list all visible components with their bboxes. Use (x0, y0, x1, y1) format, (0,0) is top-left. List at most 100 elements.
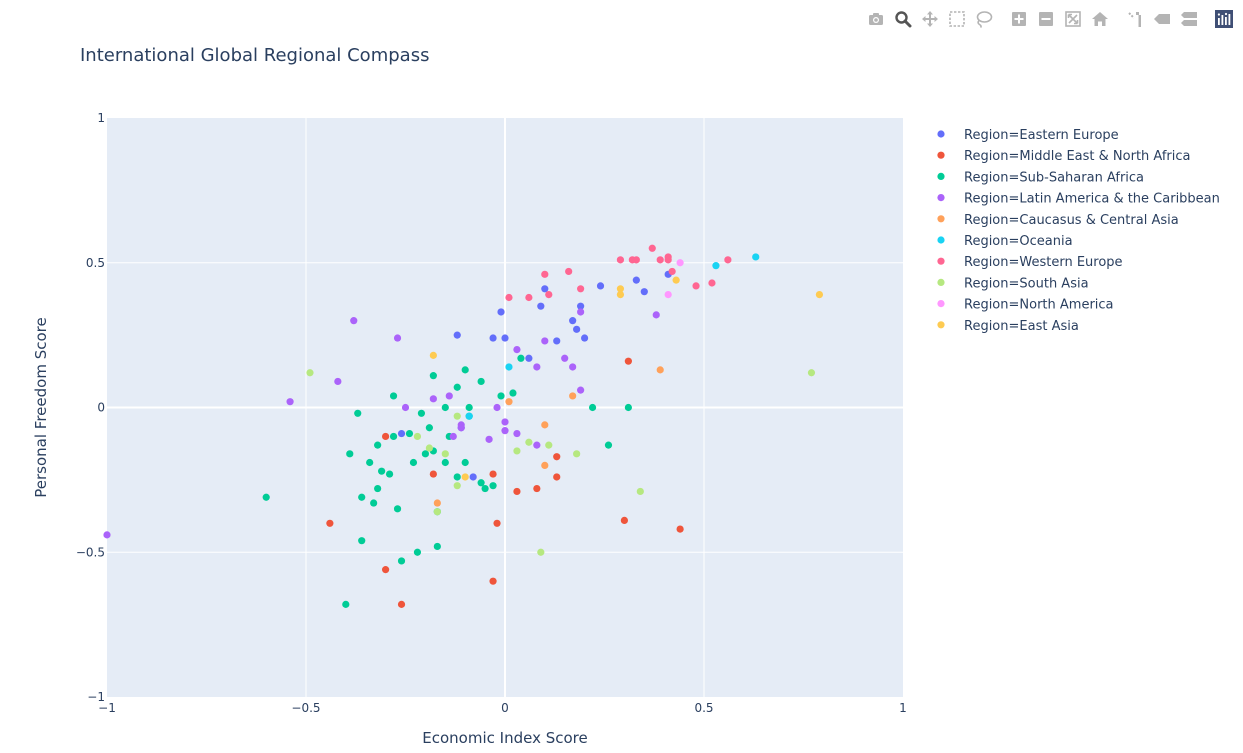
data-point[interactable] (616, 256, 625, 264)
legend-item[interactable]: Region=Oceania (937, 234, 1073, 249)
data-point[interactable] (393, 334, 402, 342)
data-point[interactable] (664, 253, 672, 261)
data-point[interactable] (553, 453, 561, 461)
data-point[interactable] (493, 519, 501, 527)
data-point[interactable] (397, 600, 406, 608)
data-point[interactable] (374, 484, 382, 493)
data-point[interactable] (342, 600, 350, 608)
data-point[interactable] (664, 290, 672, 299)
legend-item[interactable]: Region=Sub-Saharan Africa (937, 170, 1144, 185)
data-point[interactable] (346, 450, 354, 458)
data-point[interactable] (588, 403, 597, 412)
data-point[interactable] (752, 253, 760, 261)
data-point[interactable] (652, 311, 660, 319)
data-point[interactable] (461, 366, 469, 374)
data-point[interactable] (493, 403, 501, 412)
data-point[interactable] (445, 392, 453, 400)
data-point[interactable] (656, 366, 664, 374)
data-point[interactable] (429, 470, 437, 478)
data-point[interactable] (433, 499, 441, 507)
data-point[interactable] (616, 290, 625, 299)
data-point[interactable] (306, 369, 314, 377)
data-point[interactable] (457, 424, 465, 432)
zoom-in-button[interactable] (1005, 8, 1032, 30)
data-point[interactable] (676, 259, 684, 267)
data-point[interactable] (413, 432, 422, 441)
data-point[interactable] (624, 403, 632, 412)
legend-item[interactable]: Region=Middle East & North Africa (937, 149, 1191, 164)
data-point[interactable] (537, 302, 545, 310)
data-point[interactable] (389, 392, 398, 400)
data-point[interactable] (525, 293, 533, 302)
data-point[interactable] (620, 516, 629, 525)
data-point[interactable] (413, 548, 422, 556)
data-point[interactable] (577, 302, 585, 310)
data-point[interactable] (477, 377, 485, 386)
data-point[interactable] (501, 418, 509, 426)
data-point[interactable] (385, 470, 394, 478)
data-point[interactable] (453, 412, 461, 420)
data-point[interactable] (541, 421, 549, 429)
spike-lines-button[interactable] (1121, 8, 1148, 30)
data-point[interactable] (461, 473, 469, 481)
data-point[interactable] (545, 441, 553, 449)
data-point[interactable] (103, 531, 111, 539)
data-point[interactable] (517, 354, 525, 362)
data-point[interactable] (441, 450, 449, 458)
data-point[interactable] (350, 317, 358, 325)
data-point[interactable] (577, 285, 585, 293)
data-point[interactable] (501, 427, 509, 435)
pan-button[interactable] (916, 8, 943, 30)
data-point[interactable] (577, 386, 585, 394)
data-point[interactable] (724, 256, 732, 264)
data-point[interactable] (596, 282, 605, 290)
data-point[interactable] (676, 525, 684, 533)
data-point[interactable] (569, 317, 577, 325)
data-point[interactable] (441, 458, 449, 467)
data-point[interactable] (616, 285, 625, 293)
data-point[interactable] (489, 482, 497, 490)
data-point[interactable] (573, 450, 581, 458)
data-point[interactable] (692, 282, 700, 290)
data-point[interactable] (533, 363, 541, 371)
data-point[interactable] (433, 542, 441, 551)
zoom-button[interactable] (889, 8, 916, 30)
data-point[interactable] (441, 403, 449, 412)
data-point[interactable] (433, 508, 441, 516)
legend-item[interactable]: Region=Eastern Europe (937, 128, 1119, 143)
data-point[interactable] (405, 429, 414, 438)
data-point[interactable] (565, 267, 573, 276)
data-point[interactable] (505, 293, 513, 302)
data-point[interactable] (553, 337, 561, 345)
data-point[interactable] (533, 441, 541, 449)
data-point[interactable] (541, 337, 549, 345)
data-point[interactable] (429, 351, 437, 359)
plotly-logo-button[interactable] (1210, 8, 1237, 30)
data-point[interactable] (672, 276, 680, 284)
data-point[interactable] (461, 458, 469, 467)
data-point[interactable] (541, 270, 549, 278)
data-point[interactable] (509, 389, 517, 397)
data-point[interactable] (581, 334, 589, 342)
data-point[interactable] (815, 290, 824, 299)
data-point[interactable] (636, 487, 644, 496)
data-point[interactable] (497, 308, 505, 316)
data-point[interactable] (533, 484, 541, 493)
data-point[interactable] (505, 363, 513, 371)
data-point[interactable] (577, 308, 585, 316)
data-point[interactable] (425, 444, 433, 452)
data-point[interactable] (712, 262, 720, 270)
data-point[interactable] (477, 479, 485, 487)
data-point[interactable] (505, 398, 513, 406)
data-point[interactable] (382, 566, 390, 574)
data-point[interactable] (624, 357, 632, 365)
zoom-out-button[interactable] (1032, 8, 1059, 30)
data-point[interactable] (537, 548, 545, 556)
lasso-select-button[interactable] (970, 8, 997, 30)
data-point[interactable] (453, 473, 461, 481)
data-point[interactable] (604, 441, 613, 449)
data-point[interactable] (429, 372, 437, 380)
data-point[interactable] (489, 470, 497, 478)
camera-button[interactable] (862, 8, 889, 30)
data-point[interactable] (453, 383, 461, 391)
